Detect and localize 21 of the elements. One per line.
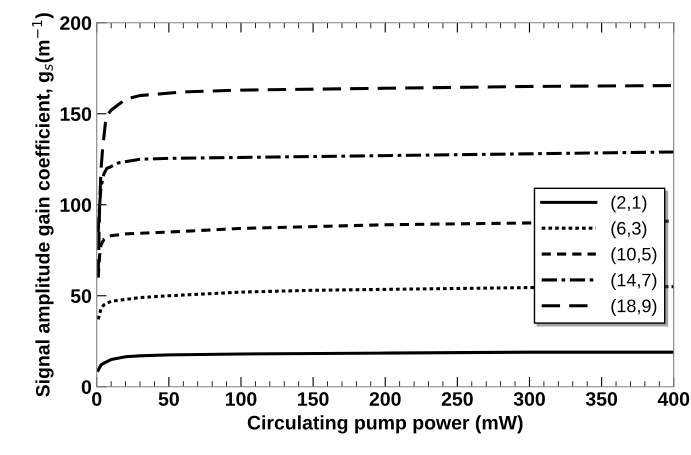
y-tick-label: 150 <box>60 107 92 121</box>
x-tick-label: 400 <box>658 392 690 406</box>
x-tick-label: 0 <box>92 392 102 406</box>
x-axis-title: Circulating pump power (mW) <box>248 415 523 434</box>
x-tick-label: 100 <box>226 392 256 406</box>
y-tick-label: 0 <box>82 380 92 394</box>
y-tick-label: 100 <box>60 198 92 212</box>
x-tick-label: 200 <box>370 392 401 406</box>
legend-label: (2,1) <box>611 196 646 212</box>
y-tick-label: 200 <box>60 16 92 30</box>
y-tick-label: 50 <box>70 289 92 303</box>
legend-label: (10,5) <box>611 247 656 264</box>
legend-label: (6,3) <box>611 221 646 238</box>
legend-label: (18,9) <box>611 299 656 316</box>
x-tick-label: 350 <box>586 392 618 406</box>
y-axis-title: Signal amplitude gain coefficient, g$_{s}$(m$^{−1}$) <box>32 13 54 397</box>
x-tick-label: 150 <box>298 392 329 406</box>
x-tick-label: 50 <box>158 392 179 406</box>
legend-label: (14,7) <box>611 273 656 290</box>
x-tick-label: 300 <box>514 392 545 406</box>
x-tick-label: 250 <box>442 392 473 406</box>
